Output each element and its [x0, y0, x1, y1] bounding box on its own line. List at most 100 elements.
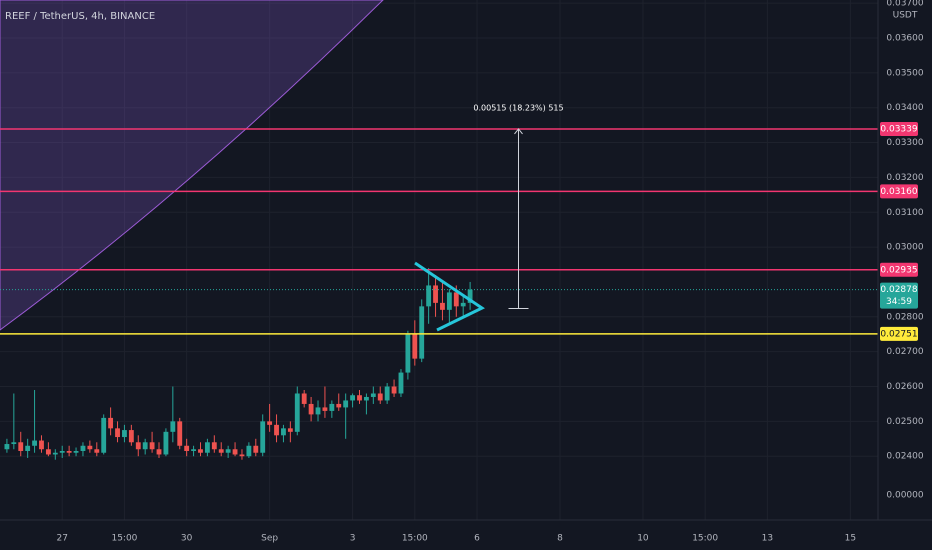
candle-body [101, 417, 107, 453]
x-tick-label: 15:00 [692, 534, 718, 544]
chart-title: REEF / TetherUS, 4h, BINANCE [5, 11, 155, 22]
x-tick-label: 6 [474, 534, 480, 544]
candle-body [267, 421, 273, 425]
x-tick-label: Sep [261, 534, 278, 544]
x-tick-label: 27 [56, 534, 67, 544]
level-label-box [880, 326, 918, 341]
currency-label: USDT [893, 11, 918, 21]
y-tick-label: 0.02400 [886, 452, 923, 462]
candle-body [191, 449, 196, 451]
candle-body [419, 306, 425, 359]
candle-body [115, 428, 120, 438]
level-label-box [880, 184, 918, 199]
candle-body [94, 449, 100, 453]
measure-arrowhead [514, 128, 523, 135]
bottom-axis-label: 0.00000 [886, 491, 923, 501]
x-tick-label: 13 [762, 534, 773, 544]
candle-body [87, 445, 93, 450]
y-tick-label: 0.03500 [886, 68, 923, 78]
x-tick-label: 15:00 [111, 534, 137, 544]
candle-body [253, 445, 259, 453]
candle-body [4, 444, 10, 450]
candle-body [135, 442, 141, 450]
candle-body [142, 442, 148, 450]
candle-body [467, 289, 473, 303]
candle-body [149, 442, 155, 450]
candle-body [460, 302, 466, 307]
candle-body [453, 292, 459, 307]
candle-body [108, 417, 114, 429]
candle-body [384, 386, 390, 401]
grid [0, 0, 878, 520]
candle-body [426, 285, 432, 307]
level-label: 0.02751 [880, 329, 917, 339]
candle-body [357, 395, 362, 401]
candle-body [412, 334, 418, 359]
candle-body [315, 407, 321, 415]
current-price-label: 0.02878 [880, 285, 917, 295]
candle-body [52, 452, 58, 455]
candle-body [260, 421, 266, 453]
y-tick-label: 0.03300 [886, 138, 923, 148]
x-tick-label: 8 [557, 534, 563, 544]
candle-body [128, 430, 134, 443]
triangle-pattern [414, 261, 485, 332]
candle-body [25, 445, 31, 451]
y-tick-label: 0.02600 [886, 382, 923, 392]
candle-body [440, 302, 445, 310]
candle-body [184, 445, 190, 451]
candle-body [122, 430, 127, 438]
candle-body [405, 334, 411, 373]
candle-body [246, 445, 252, 457]
candle-body [322, 407, 328, 411]
candle-body [274, 424, 279, 436]
level-label-box [880, 262, 918, 277]
candle-body [239, 454, 245, 457]
candle-body [170, 421, 176, 432]
candle-body [377, 393, 383, 401]
candle-body [232, 449, 238, 455]
x-tick-label: 15 [845, 534, 856, 544]
candle-body [73, 450, 79, 453]
candle-body [350, 395, 356, 401]
axis: 0.03700 0.03600 0.03500 0.03400 0.03300 0.032… [56, 0, 923, 544]
y-tick-label: 0.02800 [886, 312, 923, 322]
candle-body [177, 421, 183, 446]
candle-body [301, 393, 307, 404]
y-tick-label: 0.02700 [886, 347, 923, 357]
candle-body [18, 442, 24, 451]
candle-body [363, 396, 369, 401]
candle-body [370, 393, 376, 397]
candle-body [163, 431, 169, 455]
candle-body [391, 386, 397, 394]
level-label: 0.02935 [880, 265, 917, 275]
y-tick-label: 0.03100 [886, 208, 923, 218]
x-tick-label: 15:00 [402, 534, 428, 544]
candle-body [343, 400, 349, 408]
candle-body [59, 450, 65, 453]
level-label: 0.03339 [880, 124, 917, 134]
candle-body [329, 403, 335, 411]
candle-body [11, 442, 17, 445]
candle-body [204, 442, 210, 453]
candle-body [287, 428, 293, 432]
candle-body [294, 393, 300, 432]
candle-body [281, 428, 286, 436]
candle-body [225, 449, 231, 453]
countdown-label: 34:59 [886, 297, 912, 307]
candle-body [66, 450, 72, 453]
candle-body [446, 292, 452, 310]
measure-label: 0.00515 (18.23%) 515 [473, 103, 563, 112]
purple-zone [0, 0, 384, 331]
y-tick-label: 0.03600 [886, 33, 923, 43]
candle-body [32, 440, 37, 446]
y-tick-label: 0.03400 [886, 103, 923, 113]
candle-body [39, 440, 44, 450]
level-label-box [880, 121, 918, 136]
candle-body [308, 403, 314, 415]
y-tick-label: 0.03700 [886, 0, 923, 9]
candle-body [45, 449, 51, 455]
x-tick-label: 3 [350, 534, 356, 544]
